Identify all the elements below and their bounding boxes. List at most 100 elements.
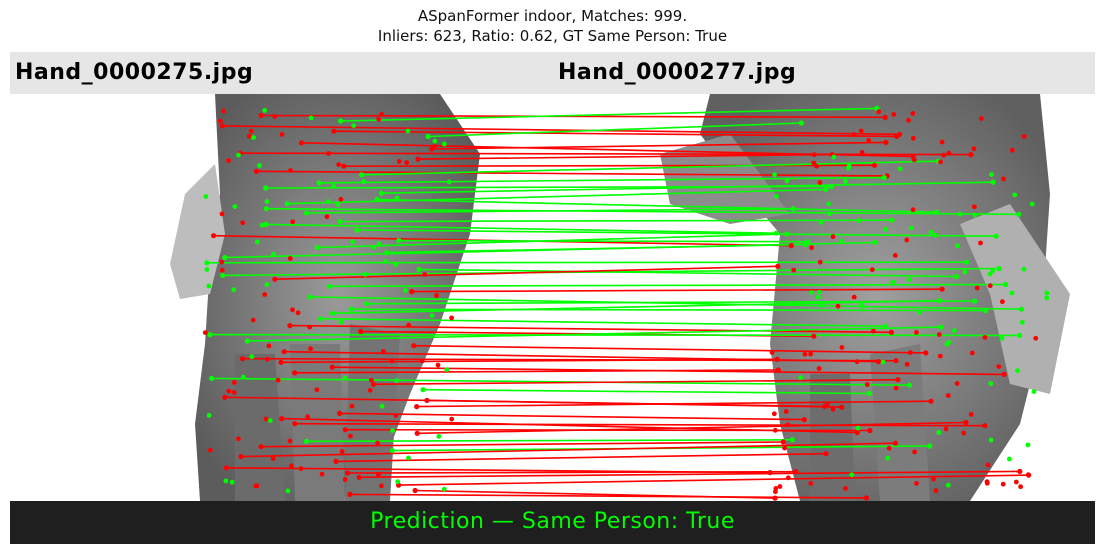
keypoint (446, 179, 452, 185)
keypoint (314, 387, 320, 393)
keypoint (226, 388, 232, 394)
keypoint (904, 237, 910, 243)
keypoint (855, 425, 861, 431)
keypoint (864, 382, 870, 387)
keypoint (882, 323, 889, 329)
keypoint (232, 204, 238, 209)
keypoint (939, 286, 945, 292)
keypoint (969, 350, 975, 356)
keypoint (223, 478, 229, 484)
keypoint (890, 279, 896, 285)
keypoint (961, 430, 967, 436)
keypoint (885, 455, 891, 461)
keypoint (946, 150, 952, 156)
keypoint (871, 328, 876, 334)
keypoint (218, 118, 223, 124)
keypoint (236, 152, 241, 158)
keypoint (835, 303, 841, 309)
keypoint (769, 350, 775, 355)
keypoint (856, 218, 862, 223)
match-line (294, 422, 985, 427)
keypoint (783, 409, 789, 414)
keypoint (1001, 371, 1007, 377)
keypoint (963, 419, 969, 426)
filename-header-bar: Hand_0000275.jpg Hand_0000277.jpg (10, 52, 1095, 94)
keypoint (827, 211, 832, 217)
keypoint (404, 160, 409, 165)
keypoint (866, 390, 873, 397)
keypoint (802, 351, 808, 357)
keypoint (775, 367, 781, 373)
keypoint (819, 302, 825, 308)
keypoint (434, 293, 439, 298)
keypoint (818, 220, 824, 225)
match-line (335, 452, 827, 463)
keypoint (292, 370, 298, 376)
keypoint (826, 201, 831, 207)
keypoint (988, 437, 994, 443)
keypoint (249, 354, 255, 360)
keypoint (883, 226, 888, 232)
keypoint (226, 158, 231, 163)
keypoint (449, 315, 454, 321)
keypoint (285, 488, 291, 494)
keypoint (911, 157, 917, 163)
keypoint (207, 332, 213, 338)
keypoint (259, 222, 265, 228)
keypoint (221, 108, 227, 114)
match-line (339, 412, 805, 421)
keypoint (881, 175, 887, 181)
keypoint (828, 183, 835, 190)
keypoint (307, 324, 313, 330)
keypoint (264, 282, 270, 287)
keypoint (207, 447, 213, 453)
keypoint (892, 440, 899, 446)
keypoint (798, 120, 805, 126)
keypoint (284, 201, 290, 207)
match-line (418, 268, 957, 278)
keypoint (854, 429, 860, 436)
keypoint (238, 454, 244, 460)
keypoint (331, 184, 336, 189)
keypoint (444, 367, 450, 372)
keypoint (774, 356, 780, 362)
keypoint (279, 416, 285, 422)
match-line (343, 164, 875, 167)
keypoint (876, 109, 882, 115)
keypoint (1017, 468, 1023, 474)
keypoint (978, 240, 983, 246)
figure-title: ASpanFormer indoor, Matches: 999. Inlier… (0, 6, 1105, 46)
keypoint (897, 166, 903, 172)
keypoint (816, 366, 822, 371)
keypoint (203, 194, 209, 199)
keypoint (982, 423, 988, 429)
keypoint (395, 479, 401, 485)
keypoint (931, 476, 936, 482)
keypoint (817, 289, 822, 295)
keypoint (875, 359, 882, 365)
keypoint (272, 114, 278, 119)
keypoint (775, 263, 781, 269)
keypoint (223, 465, 229, 471)
image-pair-area (10, 94, 1095, 501)
keypoint (376, 116, 382, 122)
keypoint (429, 313, 435, 318)
keypoint (384, 250, 390, 256)
keypoint (333, 458, 339, 464)
keypoint (263, 206, 269, 212)
keypoint (1001, 176, 1006, 182)
match-line (347, 470, 796, 474)
keypoint (972, 298, 978, 304)
keypoint (927, 443, 933, 449)
keypoint (772, 427, 778, 433)
keypoint (303, 438, 310, 444)
match-line (411, 288, 943, 293)
keypoint (298, 140, 304, 146)
keypoint (938, 159, 943, 165)
keypoint (780, 439, 786, 445)
keypoint (364, 301, 370, 307)
keypoint (231, 287, 237, 293)
keypoint (801, 417, 807, 423)
keypoint (888, 329, 895, 335)
keypoint (808, 481, 814, 486)
